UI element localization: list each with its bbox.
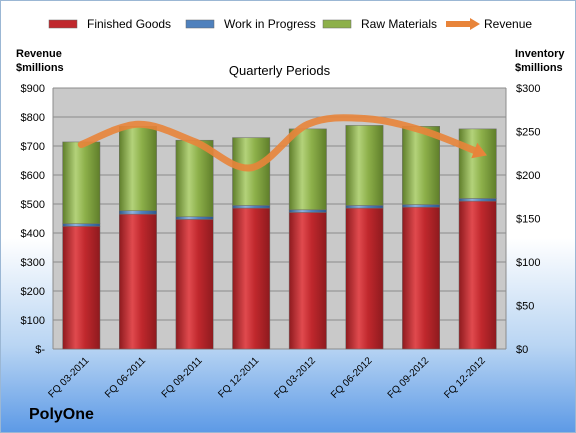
right-axis-title: Inventory: [515, 48, 565, 60]
legend-label: Finished Goods: [87, 17, 171, 31]
left-axis-title: Revenue: [16, 48, 62, 60]
x-tick-label: FQ 09-2011: [160, 355, 205, 400]
bar-work-in-progress: [288, 209, 327, 213]
revenue-arrowhead: [471, 142, 488, 159]
bar-finished-goods: [458, 200, 497, 350]
bar-work-in-progress: [62, 223, 101, 227]
bar-raw-materials: [458, 128, 497, 199]
right-tick-label: $250: [516, 127, 540, 139]
bar-finished-goods: [175, 219, 214, 350]
left-tick-label: $300: [21, 257, 45, 269]
left-tick-label: $800: [21, 112, 45, 124]
right-tick-label: $0: [516, 344, 528, 356]
left-tick-label: $900: [21, 83, 45, 95]
left-tick-label: $400: [21, 228, 45, 240]
bar-finished-goods: [402, 206, 440, 350]
left-tick-label: $600: [21, 170, 45, 182]
bar-raw-materials: [345, 125, 384, 206]
legend-swatch-work-in-progress: [185, 19, 215, 29]
bar-work-in-progress: [458, 198, 497, 202]
left-tick-label: $100: [21, 315, 45, 327]
x-tick-label: FQ 03-2011: [46, 355, 91, 400]
right-tick-label: $200: [516, 170, 540, 182]
revenue-line: [77, 114, 482, 172]
left-tick-label: $500: [21, 199, 45, 211]
bar-raw-materials: [288, 128, 327, 211]
bar-finished-goods: [232, 207, 271, 350]
bar-raw-materials: [175, 139, 214, 218]
bar-raw-materials: [62, 141, 101, 224]
left-tick-label: $-: [35, 344, 45, 356]
bar-work-in-progress: [402, 204, 440, 208]
legend-label: Raw Materials: [361, 17, 437, 31]
legend-swatch-raw-materials: [322, 19, 352, 29]
company-name: PolyOne: [29, 406, 94, 423]
left-axis-title: $millions: [16, 62, 64, 74]
bar-work-in-progress: [119, 210, 157, 215]
right-tick-label: $150: [516, 214, 540, 226]
legend-swatch-revenue-arrow: [470, 18, 480, 30]
bar-finished-goods: [62, 226, 101, 350]
x-tick-label: FQ 06-2011: [103, 355, 148, 400]
bar-raw-materials: [119, 126, 157, 211]
bar-work-in-progress: [345, 205, 384, 209]
bar-raw-materials: [232, 137, 271, 206]
chart-title: Quarterly Periods: [229, 63, 331, 78]
right-axis-title: $millions: [515, 62, 563, 74]
bar-finished-goods: [119, 213, 157, 350]
right-tick-label: $300: [516, 83, 540, 95]
x-tick-label: FQ 12-2011: [216, 355, 261, 400]
bar-raw-materials: [402, 126, 440, 205]
legend-label: Work in Progress: [224, 17, 316, 31]
left-tick-label: $200: [21, 286, 45, 298]
legend-swatch-finished-goods: [48, 19, 78, 29]
bar-finished-goods: [345, 207, 384, 350]
x-tick-label: FQ 03-2012: [272, 355, 318, 401]
bar-finished-goods: [288, 212, 327, 350]
x-tick-label: FQ 12-2012: [442, 355, 488, 401]
legend-label: Revenue: [484, 17, 532, 31]
bar-work-in-progress: [175, 216, 214, 220]
x-tick-label: FQ 06-2012: [329, 355, 375, 401]
x-tick-label: FQ 09-2012: [386, 355, 432, 401]
right-tick-label: $100: [516, 257, 540, 269]
bar-work-in-progress: [232, 205, 271, 209]
right-tick-label: $50: [516, 301, 534, 313]
left-tick-label: $700: [21, 141, 45, 153]
